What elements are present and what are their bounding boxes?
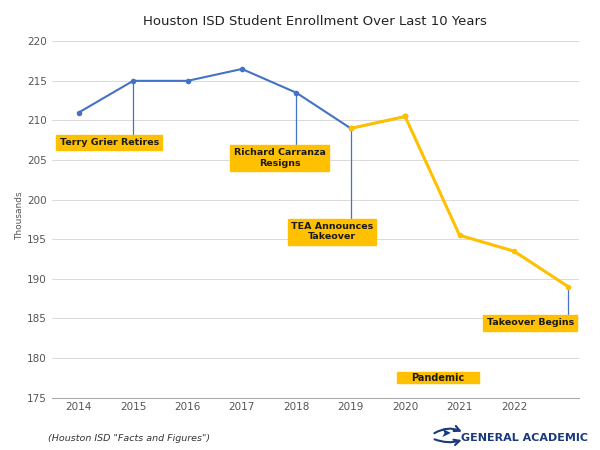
- Text: Richard Carranza
Resigns: Richard Carranza Resigns: [234, 148, 326, 167]
- Text: TEA Announces
Takeover: TEA Announces Takeover: [291, 222, 373, 241]
- Text: Terry Grier Retires: Terry Grier Retires: [59, 138, 159, 147]
- Text: GENERAL ACADEMIC: GENERAL ACADEMIC: [461, 433, 588, 443]
- Text: (Houston ISD "Facts and Figures"): (Houston ISD "Facts and Figures"): [48, 434, 210, 443]
- Title: Houston ISD Student Enrollment Over Last 10 Years: Houston ISD Student Enrollment Over Last…: [143, 15, 487, 28]
- FancyBboxPatch shape: [397, 372, 479, 383]
- Text: Pandemic: Pandemic: [411, 373, 464, 383]
- Y-axis label: Thousands: Thousands: [15, 191, 24, 240]
- Text: Takeover Begins: Takeover Begins: [487, 319, 574, 328]
- Text: ➤: ➤: [441, 427, 452, 440]
